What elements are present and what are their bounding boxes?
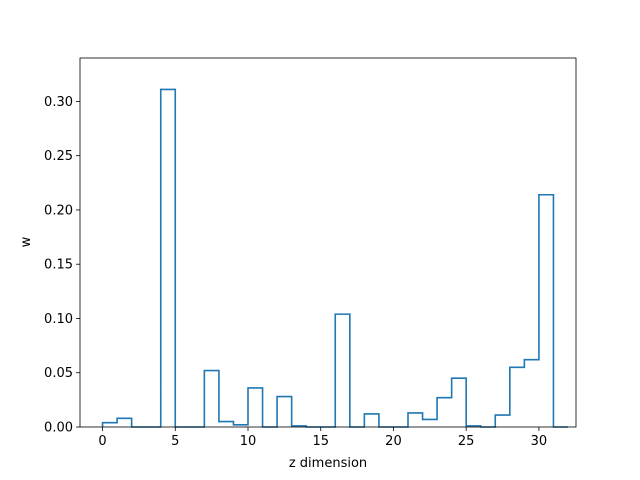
axes-frame xyxy=(79,57,577,428)
x-tick-label: 0 xyxy=(98,434,106,449)
x-axis-ticks: 0 5 10 15 20 25 30 xyxy=(98,427,547,449)
y-tick-label: 0.15 xyxy=(44,258,73,273)
x-tick-label: 10 xyxy=(240,434,257,449)
x-tick-label: 5 xyxy=(171,434,179,449)
x-tick-label: 25 xyxy=(458,434,475,449)
x-tick-label: 15 xyxy=(312,434,329,449)
y-tick-label: 0.20 xyxy=(44,203,73,218)
y-tick-label: 0.10 xyxy=(44,312,73,327)
y-tick-label: 0.05 xyxy=(44,366,73,381)
y-axis-label: w xyxy=(19,236,34,247)
x-axis-label: z dimension xyxy=(289,456,367,471)
x-tick-label: 30 xyxy=(531,434,548,449)
y-tick-label: 0.30 xyxy=(44,95,73,110)
x-tick-label: 20 xyxy=(385,434,402,449)
y-tick-label: 0.00 xyxy=(44,421,73,436)
y-axis-ticks: 0.00 0.05 0.10 0.15 0.20 0.25 0.30 xyxy=(44,95,80,436)
y-tick-label: 0.25 xyxy=(44,149,73,164)
